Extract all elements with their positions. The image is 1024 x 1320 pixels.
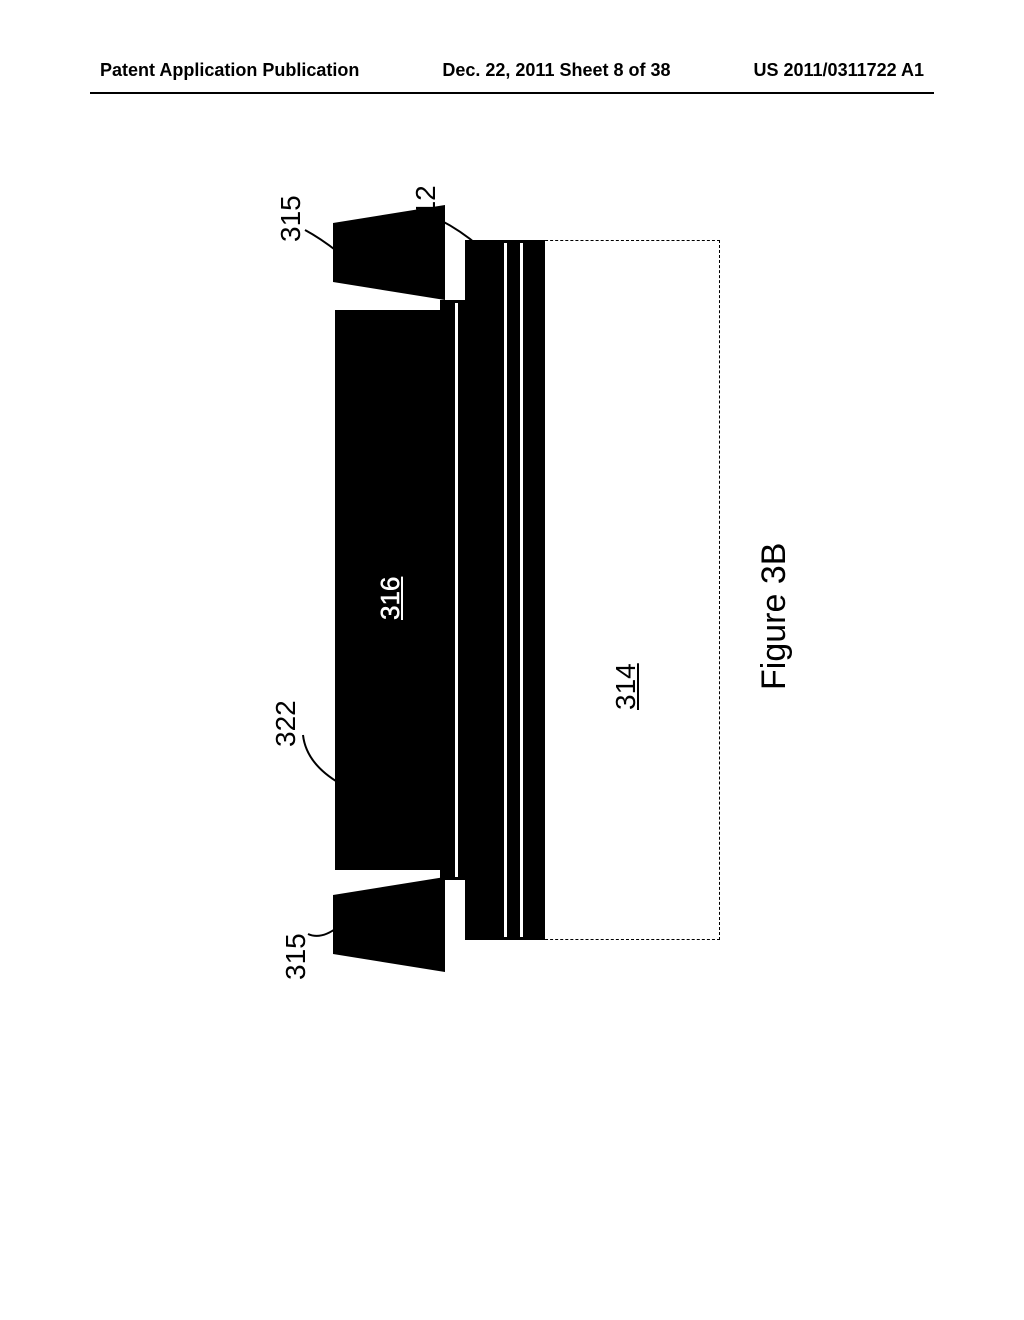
leader-315-left [306,912,346,952]
header-center: Dec. 22, 2011 Sheet 8 of 38 [442,60,670,81]
leader-312 [435,205,495,255]
header-right: US 2011/0311722 A1 [754,60,924,81]
layer-312-stripe [504,243,507,937]
header-divider [90,92,934,94]
page-header: Patent Application Publication Dec. 22, … [0,60,1024,81]
figure-container: 314 316 315 315 322 312 Figure 3B [90,250,910,930]
label-316: 316 [375,577,406,620]
leader-315-right [300,210,350,260]
header-left: Patent Application Publication [100,60,359,81]
element-315-left [333,877,448,972]
leader-322 [298,725,463,835]
cross-section-diagram: 314 316 315 315 322 312 Figure 3B [160,180,840,1000]
figure-caption: Figure 3B [755,543,794,690]
label-314: 314 [610,663,642,710]
layer-312-stripe [520,243,523,937]
layer-314 [540,240,720,940]
